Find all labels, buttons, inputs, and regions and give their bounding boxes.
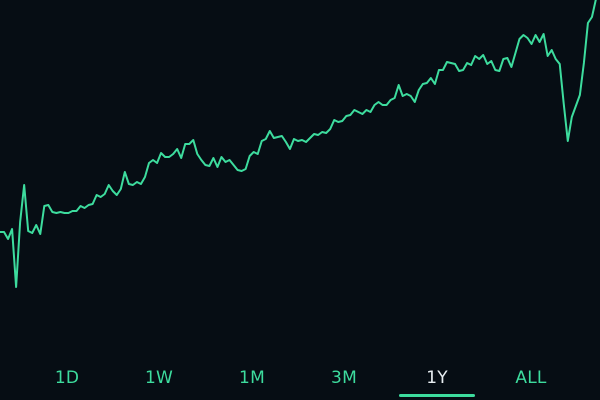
tab-3m[interactable]: 3M [306, 358, 382, 400]
tab-label: 1Y [426, 368, 448, 388]
tab-label: 3M [331, 368, 357, 388]
tab-label: ALL [515, 368, 547, 388]
tab-label: 1M [239, 368, 265, 388]
tab-1w[interactable]: 1W [121, 358, 197, 400]
tab-all[interactable]: ALL [493, 358, 569, 400]
price-series-line [0, 0, 597, 288]
price-chart [0, 0, 597, 288]
tab-label: 1W [144, 368, 174, 388]
tab-1d[interactable]: 1D [29, 358, 105, 400]
tab-1m[interactable]: 1M [214, 358, 290, 400]
tab-1y[interactable]: 1Y [399, 358, 475, 400]
tab-label: 1D [54, 368, 80, 388]
active-tab-underline [399, 394, 475, 397]
time-range-tabs: 1D 1W 1M 3M 1Y ALL [0, 358, 600, 400]
